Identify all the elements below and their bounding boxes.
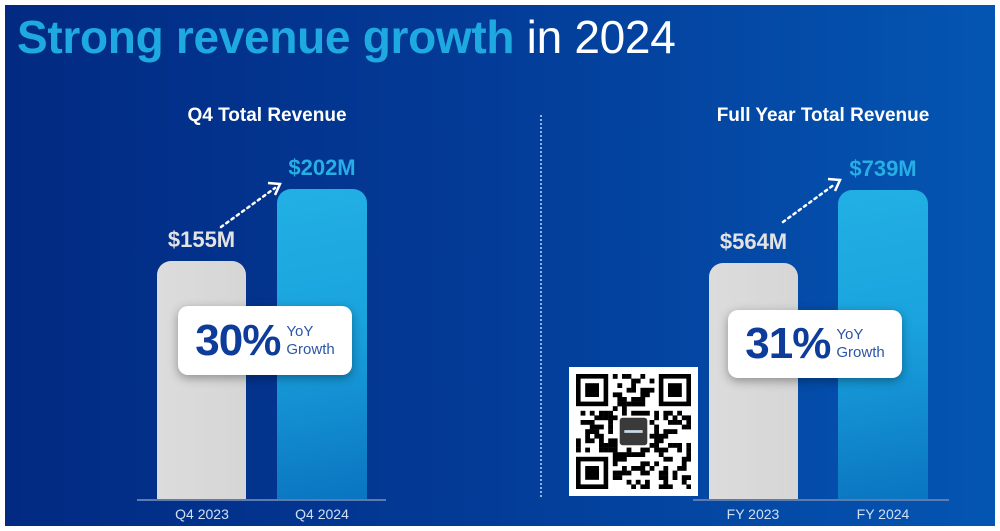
title-highlight: Strong revenue growth (17, 11, 515, 63)
fy-growth-value: 31% (745, 319, 831, 368)
x-label-fy-2023: FY 2023 (726, 506, 780, 522)
q4-growth-badge: 30% YoY Growth (178, 306, 352, 375)
bar-q4-2023 (157, 261, 246, 500)
panel-divider (540, 115, 542, 497)
fy-growth-label: YoY Growth (836, 326, 884, 362)
growth-arrow-icon (781, 177, 842, 224)
fy-growth-label-line1: YoY (836, 326, 864, 343)
q4-growth-label: YoY Growth (286, 323, 334, 359)
q4-baseline (137, 499, 386, 501)
fy-growth-badge: 31% YoY Growth (728, 310, 902, 378)
q4-growth-value: 30% (195, 315, 281, 365)
q4-growth-label-line1: YoY (286, 322, 314, 340)
title-rest: in 2024 (526, 11, 676, 63)
slide-title: Strong revenue growth in 2024 (17, 9, 676, 65)
value-label-fy-2024: $739M (849, 156, 917, 181)
bar-fy-2023 (709, 263, 798, 500)
x-label-q4-2024: Q4 2024 (295, 506, 349, 522)
value-label-fy-2023: $564M (719, 229, 788, 254)
x-label-fy-2024: FY 2024 (856, 506, 910, 522)
q4-growth-label-line2: Growth (286, 340, 335, 358)
q4-chart-title: Q4 Total Revenue (187, 105, 347, 126)
value-label-q4-2023: $155M (167, 227, 236, 252)
fy-baseline (693, 499, 949, 501)
growth-arrow-icon (219, 181, 282, 229)
value-label-q4-2024: $202M (288, 155, 356, 180)
fy-chart-title: Full Year Total Revenue (716, 105, 930, 126)
slide: Strong revenue growth in 2024 Q4 Total R… (5, 5, 995, 526)
x-label-q4-2023: Q4 2023 (175, 506, 229, 522)
qr-code-icon (576, 374, 691, 489)
qr-code[interactable] (569, 367, 698, 496)
fy-growth-label-line2: Growth (836, 344, 885, 361)
